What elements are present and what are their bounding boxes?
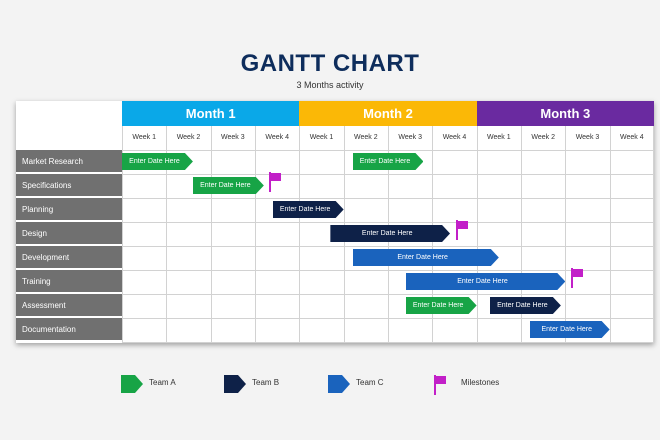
grid-line (122, 342, 654, 343)
team-b-arrow-icon (224, 375, 246, 393)
month-header: Month 2 (299, 101, 477, 126)
grid-line (122, 126, 123, 343)
grid-line (122, 246, 654, 247)
week-header: Week 2 (354, 134, 378, 141)
team-c-arrow-icon (328, 375, 350, 393)
grid-line (166, 126, 168, 343)
week-header: Week 4 (265, 134, 289, 141)
task-bar: Enter Date Here (122, 153, 193, 170)
week-header: Week 3 (575, 134, 600, 141)
legend-label: Team C (356, 378, 384, 387)
grid-line (210, 126, 212, 343)
week-header: Week 1 (132, 134, 156, 141)
grid-line (122, 270, 654, 271)
legend-label: Team B (252, 378, 280, 387)
milestone-flag-icon (433, 375, 455, 395)
week-header: Week 4 (442, 134, 467, 141)
grid-line (521, 126, 522, 343)
task-bar: Enter Date Here (330, 225, 450, 242)
task-bar: Enter Date Here (406, 273, 566, 290)
task-bar: Enter Date Here (530, 321, 610, 338)
task-label: Documentation (16, 318, 122, 341)
grid-line (122, 318, 654, 319)
task-label: Training (16, 270, 122, 293)
grid-line (565, 126, 567, 343)
grid-line (122, 222, 654, 223)
milestone-flag-icon (268, 172, 282, 192)
grid-line (476, 126, 478, 343)
chart-subtitle: 3 Months activity (296, 80, 364, 90)
grid-line (122, 198, 654, 199)
week-header: Week 1 (487, 134, 511, 141)
grid-line (122, 294, 654, 295)
grid-line (255, 126, 256, 343)
task-bar: Enter Date Here (193, 177, 264, 194)
team-a-arrow-icon (121, 375, 143, 393)
legend-label: Milestones (461, 378, 500, 387)
task-label: Development (16, 246, 122, 269)
week-header: Week 3 (221, 134, 245, 141)
grid-line (299, 126, 301, 343)
task-bar: Enter Date Here (353, 249, 499, 266)
grid-line (609, 126, 611, 343)
task-label: Planning (16, 198, 122, 221)
milestone-flag-icon (455, 220, 469, 240)
week-header: Week 4 (620, 134, 644, 141)
gantt-chart: Month 1 Week 1 Week 2 Week 3 Week 4 Month 2 We… (16, 101, 654, 343)
task-label: Market Research (16, 150, 122, 173)
task-label: Assessment (16, 294, 122, 317)
milestone-flag-icon (570, 268, 584, 288)
task-bar: Enter Date Here (406, 297, 477, 314)
chart-title: GANTT CHART (240, 50, 420, 77)
week-header: Week 1 (309, 134, 334, 141)
week-header: Week 2 (176, 134, 201, 141)
task-label: Specifications (16, 174, 122, 197)
grid-line (122, 150, 654, 151)
grid-line (122, 174, 654, 175)
week-header: Week 3 (398, 134, 422, 141)
grid-line (653, 126, 654, 343)
week-header: Week 2 (531, 134, 555, 141)
month-header: Month 3 (476, 101, 654, 126)
legend-label: Team A (149, 378, 176, 387)
task-label: Design (16, 222, 122, 245)
task-bar: Enter Date Here (490, 297, 561, 314)
task-bar: Enter Date Here (353, 153, 424, 170)
month-header: Month 1 (122, 101, 300, 126)
task-bar: Enter Date Here (273, 201, 344, 218)
